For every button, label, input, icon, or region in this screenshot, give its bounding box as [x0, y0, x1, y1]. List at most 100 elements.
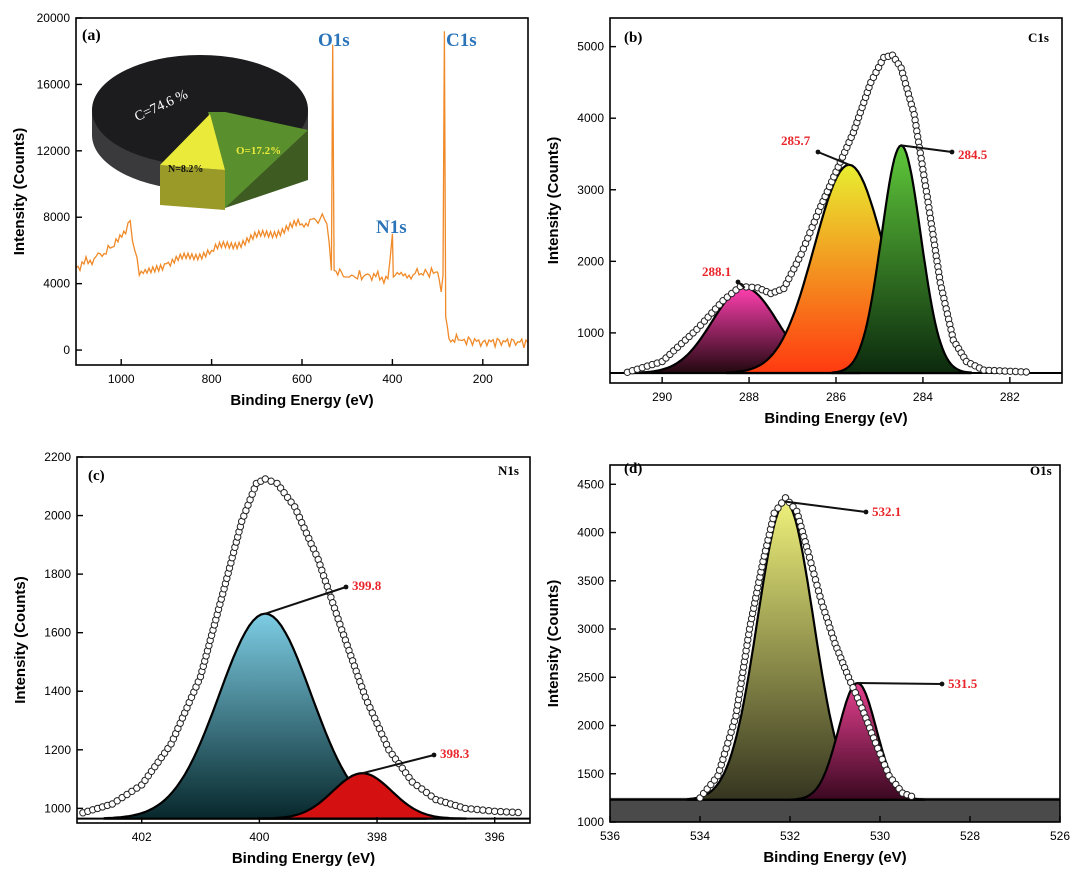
y-tick-label: 8000: [43, 210, 70, 224]
y-tick-label: 4000: [577, 111, 604, 125]
label-leader: [817, 151, 850, 166]
peak-label-n1s: N1s: [376, 217, 407, 238]
y-tick-label: 1800: [44, 567, 71, 581]
panel-c-n1s: 402 400 398 396 1000 1200 1400 1600 1800 2000 2200…: [12, 450, 531, 867]
y-tick-label: 2000: [577, 719, 604, 733]
label-leader-tip: [815, 149, 821, 155]
element-composition-pie: C=74.6 % O=17.2% N=8.2%: [92, 55, 308, 210]
y-tick-label: 4000: [43, 277, 70, 291]
x-tick-label: 1000: [108, 372, 135, 386]
panel-b-label: (b): [624, 30, 642, 46]
label-leader-tip: [863, 509, 869, 515]
label-leader: [901, 144, 953, 153]
survey-line: [75, 31, 529, 350]
panel-d-corner-label: O1s: [1030, 463, 1052, 478]
label-leader-tip: [431, 752, 437, 758]
y-tick-label: 2000: [44, 509, 71, 523]
envelope-point: [413, 781, 421, 790]
peak-label-398-3: 398.3: [440, 746, 470, 761]
peak-label-o1s: O1s: [318, 30, 350, 51]
y-tick-label: 1600: [44, 626, 71, 640]
peak-label-288-1: 288.1: [702, 264, 731, 279]
peak-label-285-7: 285.7: [781, 133, 811, 148]
label-leader: [362, 754, 435, 775]
x-tick-label: 528: [960, 829, 980, 843]
y-axis-label: Intensity (Counts): [545, 137, 562, 265]
pie-label-oxygen: O=17.2%: [236, 145, 281, 157]
y-tick-label: 4500: [577, 477, 604, 491]
fit-component-284-5: [831, 144, 971, 375]
x-axis-label: Binding Energy (eV): [230, 392, 373, 409]
background-band: [610, 797, 1060, 822]
envelope-point: [907, 792, 916, 800]
x-tick-label: 536: [600, 829, 620, 843]
y-tick-label: 1400: [44, 684, 71, 698]
envelope-point: [774, 504, 782, 512]
x-tick-label: 288: [739, 390, 759, 404]
pie-slice-nitrogen-side: [160, 165, 225, 210]
x-tick-label: 532: [780, 829, 800, 843]
y-axis-label: Intensity (Counts): [545, 580, 562, 708]
y-tick-label: 2000: [577, 254, 604, 268]
peak-label-531-5: 531.5: [948, 676, 978, 691]
y-tick-label: 12000: [37, 144, 71, 158]
fit-component-398-3: [258, 772, 467, 820]
label-leader: [857, 682, 943, 685]
panel-d-plot: 536 534 532 530 528 526 1000 1500 2000 2500 3000 35…: [545, 464, 1070, 866]
peak-label-284-5: 284.5: [958, 147, 988, 162]
panel-c-corner-label: N1s: [498, 463, 519, 478]
peak-label-532-1: 532.1: [872, 504, 901, 519]
y-tick-label: 2200: [44, 450, 71, 464]
panel-a-label: (a): [82, 27, 101, 44]
x-tick-label: 534: [690, 829, 710, 843]
peak-label-c1s: C1s: [446, 30, 477, 51]
y-tick-label: 1200: [44, 743, 71, 757]
panel-c-label: (c): [88, 468, 105, 484]
y-tick-label: 20000: [37, 11, 71, 25]
label-leader-tip: [343, 584, 349, 590]
x-axis-label: Binding Energy (eV): [763, 849, 906, 866]
x-tick-label: 800: [202, 372, 222, 386]
pie-slice-oxygen: [208, 112, 308, 208]
x-axis-label: Binding Energy (eV): [764, 410, 907, 427]
envelope-point: [778, 499, 786, 507]
x-tick-label: 282: [1000, 390, 1020, 404]
x-tick-label: 396: [485, 830, 505, 844]
label-leader-tip: [949, 149, 955, 155]
y-tick-label: 2500: [577, 670, 604, 684]
y-tick-label: 1000: [577, 326, 604, 340]
envelope-point: [1022, 368, 1031, 376]
y-tick-label: 16000: [37, 77, 71, 91]
y-tick-label: 3000: [577, 183, 604, 197]
y-tick-label: 4000: [577, 526, 604, 540]
y-axis-label: Intensity (Counts): [11, 128, 28, 256]
x-tick-label: 398: [367, 830, 387, 844]
peak-label-399-8: 399.8: [352, 578, 382, 593]
y-tick-label: 5000: [577, 40, 604, 54]
envelope-point: [479, 806, 487, 814]
panel-a-survey: 1000 800 600 400 200 0 4000 8000 12000 16000 20000…: [11, 11, 529, 409]
y-tick-label: 3000: [577, 622, 604, 636]
panel-c-plot: 402 400 398 396 1000 1200 1400 1600 1800 2000 2200…: [12, 450, 531, 867]
envelope-point: [770, 509, 778, 517]
x-tick-label: 286: [826, 390, 846, 404]
envelope-point: [485, 807, 493, 815]
y-axis-label: Intensity (Counts): [12, 576, 29, 704]
pie-slice-nitrogen: [160, 114, 225, 170]
x-tick-label: 400: [249, 830, 269, 844]
y-tick-label: 3500: [577, 574, 604, 588]
label-leader: [264, 586, 347, 615]
x-tick-label: 402: [132, 830, 152, 844]
y-tick-label: 1000: [44, 801, 71, 815]
panel-b-plot: 290 288 286 284 282 1000 2000 3000 4000 5000 Bindi…: [545, 17, 1063, 427]
envelope-point: [514, 808, 522, 817]
plot-frame: [609, 464, 1061, 823]
x-tick-label: 290: [652, 390, 672, 404]
x-tick-label: 530: [870, 829, 890, 843]
y-tick-label: 1500: [577, 767, 604, 781]
panel-d-o1s: 536 534 532 530 528 526 1000 1500 2000 2500 3000 35…: [545, 461, 1070, 866]
x-tick-label: 200: [473, 372, 493, 386]
panel-b-c1s: 290 288 286 284 282 1000 2000 3000 4000 5000 Bindi…: [545, 17, 1063, 427]
panel-d-label: (d): [624, 461, 642, 477]
